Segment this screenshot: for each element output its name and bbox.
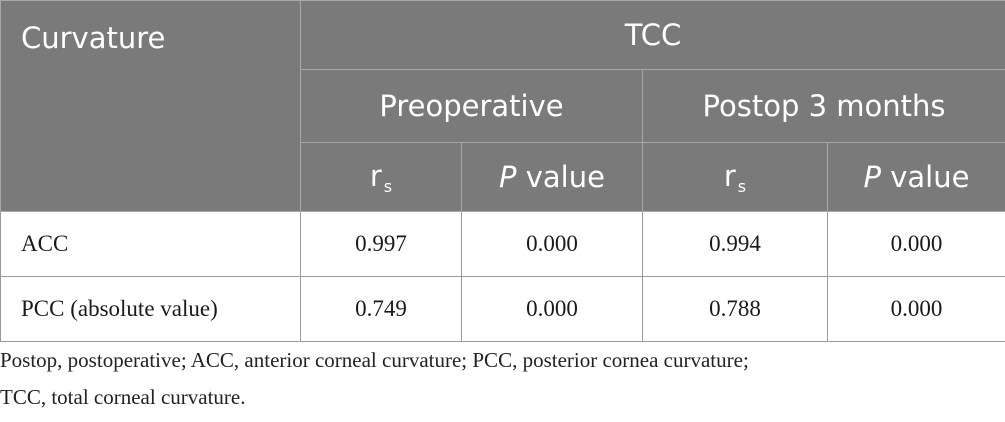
table-header: Curvature TCC Preoperative Postop 3 mont… [0,0,1005,212]
p-italic: P [499,160,517,194]
table-row: PCC (absolute value) 0.749 0.000 0.788 0… [0,276,1005,342]
results-table-container: Curvature TCC Preoperative Postop 3 mont… [0,0,1005,342]
header-curvature: Curvature [0,0,301,212]
rs-subscript: s [737,176,747,196]
row-label: PCC (absolute value) [0,276,301,342]
cell-post-rs: 0.994 [642,211,828,277]
table-footnote: Postop, postoperative; ACC, anterior cor… [0,342,1000,416]
header-row-2: Preoperative Postop 3 months [1,69,1005,143]
cell-post-p: 0.000 [826,211,1005,277]
header-post-p-value: P value [826,142,1005,212]
rs-symbol: r [723,158,736,193]
footnote-line-1: Postop, postoperative; ACC, anterior cor… [0,348,749,372]
cell-pre-rs: 0.749 [300,276,462,342]
rs-symbol: r [369,158,382,193]
p-value-text: value [881,160,970,194]
p-italic: P [863,160,882,194]
p-value-text: value [516,160,605,194]
table-body: ACC 0.997 0.000 0.994 0.000 PCC (absolut… [0,211,1005,342]
footnote-line-2: TCC, total corneal curvature. [0,385,246,409]
cell-pre-rs: 0.997 [300,211,462,277]
correlation-table: Curvature TCC Preoperative Postop 3 mont… [0,0,1005,342]
cell-pre-p: 0.000 [461,211,643,277]
header-tcc: TCC [299,0,1005,70]
header-preoperative: Preoperative [300,69,643,143]
cell-post-rs: 0.788 [642,276,828,342]
table-row: ACC 0.997 0.000 0.994 0.000 [0,211,1005,277]
rs-subscript: s [383,176,393,196]
header-pre-p-value: P value [461,142,643,212]
cell-post-p: 0.000 [826,276,1005,342]
header-postop: Postop 3 months [641,69,1005,143]
cell-pre-p: 0.000 [461,276,643,342]
header-row-1: Curvature TCC [0,0,1005,212]
row-label: ACC [0,211,301,277]
